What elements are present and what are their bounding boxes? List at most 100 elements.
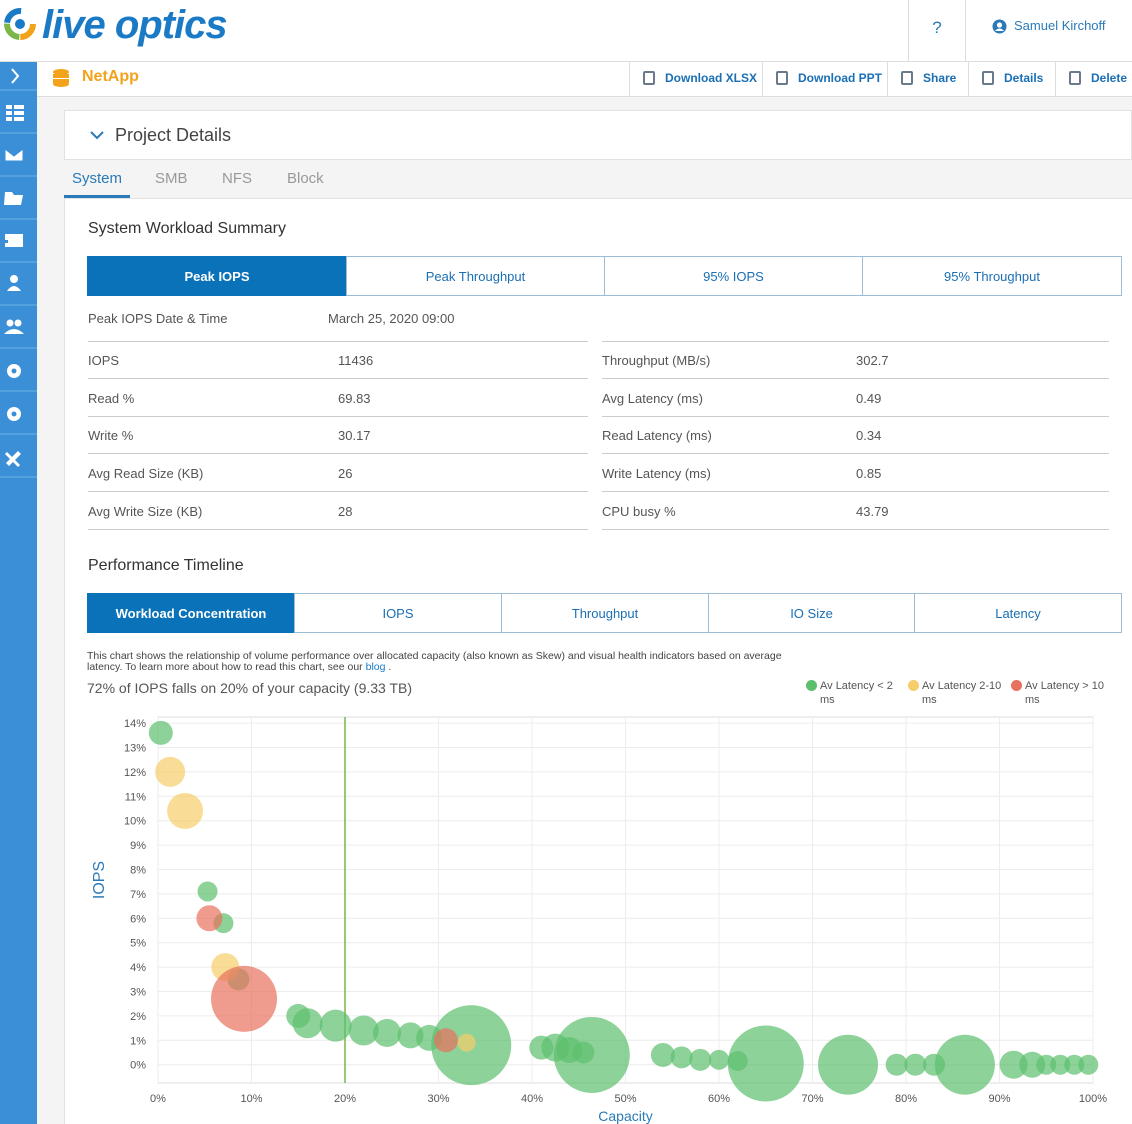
x-tick-label: 30% [427,1093,449,1105]
toolbar-icon [901,71,913,85]
header [0,0,1132,62]
x-axis-label: Capacity [598,1108,652,1124]
row-label: Throughput (MB/s) [602,353,711,368]
row-value: 26 [338,466,353,482]
divider [965,0,966,62]
toolbar-action[interactable]: Delete [1091,71,1128,85]
row-value: 302.7 [856,353,889,368]
row-label: Read Latency (ms) [602,428,712,444]
divider [908,0,909,62]
bubble [934,1034,995,1095]
toolbar-icon [776,71,788,85]
row-line [88,415,588,417]
divider [1055,62,1056,96]
toolbar-action[interactable]: Share [923,71,957,85]
bubble [1036,1054,1057,1075]
x-tick-label: 60% [708,1093,730,1105]
x-tick-label: 20% [334,1093,356,1105]
bubble [818,1034,879,1095]
row-label: Write % [88,428,134,444]
bubble [1064,1054,1085,1075]
y-tick-label: 2% [130,1011,146,1023]
blog-link[interactable]: blog [365,661,386,673]
row-value: 43.79 [856,503,889,519]
panel-header[interactable] [64,110,1132,160]
segment-button[interactable]: Workload Concentration [87,593,295,633]
x-tick-label: 100% [1079,1093,1107,1105]
segment-button[interactable]: Throughput [501,593,709,633]
bubble [155,756,186,787]
segment-button[interactable]: Peak IOPS [87,256,347,296]
toolbar-icon [643,71,655,85]
row-line [602,378,1109,379]
tab[interactable]: SMB [155,170,188,187]
help-button[interactable]: ? [932,18,942,37]
bubble [670,1046,693,1069]
bubble [197,881,218,902]
bubble [1078,1054,1099,1075]
chevron [90,131,104,140]
x-tick-label: 10% [240,1093,262,1105]
row-label: Avg Write Size (KB) [88,503,203,519]
legend-label[interactable]: Av Latency < 2 ms [820,680,893,706]
y-tick-label: 7% [130,889,146,901]
legend-label[interactable]: Av Latency 2-10 ms [922,680,1002,706]
logo-icon [4,8,36,40]
bubble [650,1042,675,1067]
row-label: IOPS [88,353,120,368]
bubble [167,792,204,829]
bubble [553,1016,630,1093]
divider [968,62,969,96]
segment-button[interactable]: Latency [914,593,1122,633]
toolbar-action[interactable]: Download PPT [798,71,882,85]
tab[interactable]: System [72,170,123,187]
section-title: System Workload Summary [88,220,286,237]
toolbar-icon [982,71,994,85]
legend-marker [806,680,817,691]
user-name[interactable]: Samuel Kirchoff [1014,18,1106,33]
y-tick-label: 14% [124,718,146,730]
row-label: CPU busy % [602,503,676,519]
segment-button[interactable]: Peak Throughput [346,256,605,296]
row-label: Read % [88,390,135,406]
row-value: 0.85 [856,466,882,482]
row-value: 0.34 [856,428,882,444]
row-line [602,491,1109,493]
x-tick-label: 90% [988,1093,1010,1105]
logo-text: live optics [42,3,228,47]
segment-button[interactable]: 95% IOPS [604,256,863,296]
row-line [88,378,588,379]
toolbar-icon [1069,71,1081,85]
bubble [373,1018,402,1047]
bubble [689,1048,712,1071]
bubble [319,1009,352,1042]
row-line [88,341,588,342]
segment-button[interactable]: 95% Throughput [862,256,1122,296]
toolbar [37,62,1132,97]
bubble [433,1028,458,1053]
tab[interactable]: Block [287,170,324,187]
segment-button[interactable]: IOPS [294,593,502,633]
x-tick-label: 50% [614,1093,636,1105]
row-line [602,528,1109,530]
row-line [88,491,588,493]
divider [887,62,888,96]
date-label: Peak IOPS Date & Time [88,311,228,326]
y-axis-label: IOPS [91,861,108,899]
legend-label[interactable]: Av Latency > 10 ms [1025,680,1104,706]
row-line [88,453,588,455]
segment-button[interactable]: IO Size [708,593,915,633]
row-value: 28 [338,503,353,519]
date-value: March 25, 2020 09:00 [328,311,455,326]
y-tick-label: 1% [130,1035,146,1047]
chart-subtitle: 72% of IOPS falls on 20% of your capacit… [87,680,413,696]
x-tick-label: 0% [150,1093,166,1105]
toolbar-action[interactable]: Download XLSX [665,71,758,85]
toolbar-action[interactable]: Details [1004,71,1044,85]
x-tick-label: 70% [801,1093,823,1105]
description-suffix: . [388,661,392,673]
y-tick-label: 3% [130,987,146,999]
y-tick-label: 9% [130,840,146,852]
tab[interactable]: NFS [222,170,252,187]
row-line [602,415,1109,417]
